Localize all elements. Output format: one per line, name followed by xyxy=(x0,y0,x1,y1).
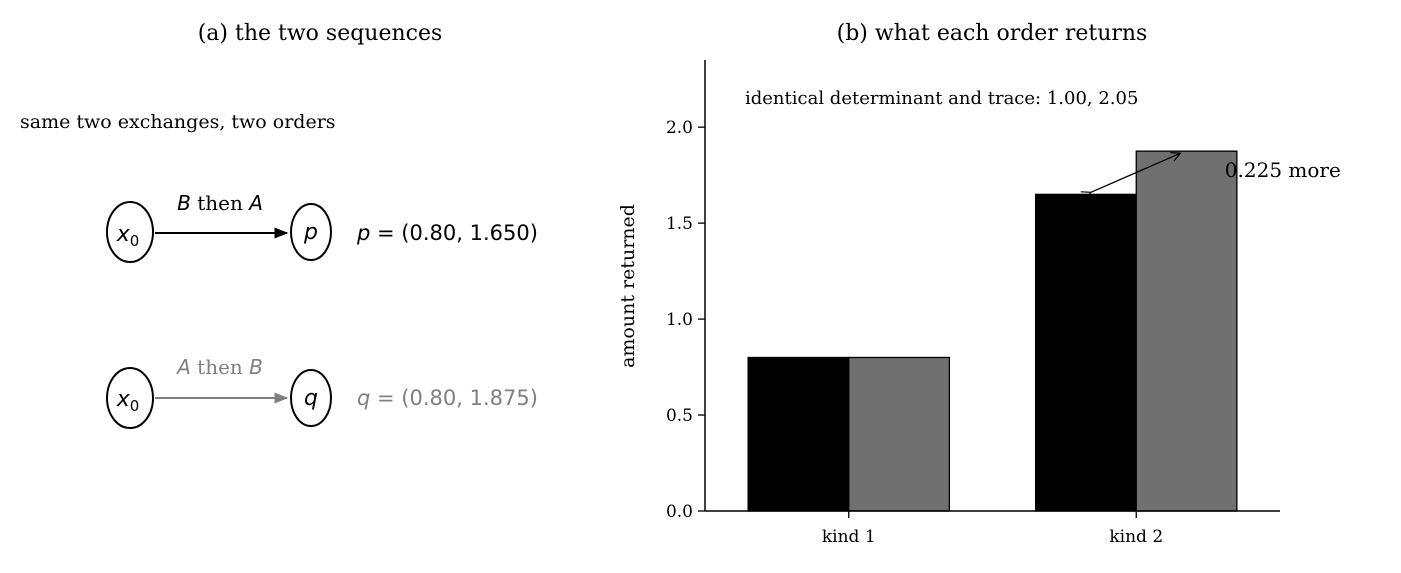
end-node-q xyxy=(290,369,332,427)
chart-title: (b) what each order returns xyxy=(837,21,1148,46)
chart-annotation-top: identical determinant and trace: 1.00, 2… xyxy=(745,88,1138,109)
end-node-p-label: p xyxy=(303,220,318,245)
x-tick-label-kind-1: kind 1 xyxy=(822,527,876,547)
start-node-2-label: x0 xyxy=(116,387,140,415)
sequence-row-2: x0 A then B q q = (0.80, 1.875) xyxy=(106,355,538,429)
end-node-q-label: q xyxy=(304,386,318,411)
chart-panel: (b) what each order returns identical de… xyxy=(617,21,1341,547)
sequence-arrow-1-label: B then A xyxy=(177,191,263,215)
start-node-1 xyxy=(106,201,154,263)
y-axis-label: amount returned xyxy=(617,204,639,368)
y-tick-label: 1.0 xyxy=(666,310,693,330)
start-node-2 xyxy=(106,367,154,429)
bar-series-2-kind-1 xyxy=(848,356,951,512)
left-panel-subtitle: same two exchanges, two orders xyxy=(20,111,336,133)
difference-arrow xyxy=(1091,153,1181,192)
bar-series-2-kind-2 xyxy=(1135,150,1238,512)
x-tick-label-kind-2: kind 2 xyxy=(1109,527,1163,547)
sequence-arrow-2-label: A then B xyxy=(175,355,263,379)
end-node-p xyxy=(290,203,332,261)
x-axis-ticks: kind 1 kind 2 xyxy=(822,511,1163,547)
bar-series-1-kind-2 xyxy=(1034,193,1137,512)
bar-series-1-kind-1 xyxy=(747,356,850,512)
result-p: p = (0.80, 1.650) xyxy=(356,221,538,245)
y-tick-label: 0.0 xyxy=(666,502,693,522)
y-tick-label: 2.0 xyxy=(666,118,693,138)
difference-label: 0.225 more xyxy=(1225,158,1341,182)
y-axis-ticks: 0.0 0.5 1.0 1.5 2.0 xyxy=(666,118,705,522)
left-panel-title: (a) the two sequences xyxy=(198,21,443,46)
y-tick-label: 1.5 xyxy=(666,214,693,234)
sequence-row-1: x0 B then A p p = (0.80, 1.650) xyxy=(106,191,538,263)
left-panel: (a) the two sequences same two exchanges… xyxy=(20,21,538,429)
bars xyxy=(747,150,1238,512)
y-tick-label: 0.5 xyxy=(666,406,693,426)
result-q: q = (0.80, 1.875) xyxy=(357,386,538,410)
start-node-1-label: x0 xyxy=(116,222,140,250)
